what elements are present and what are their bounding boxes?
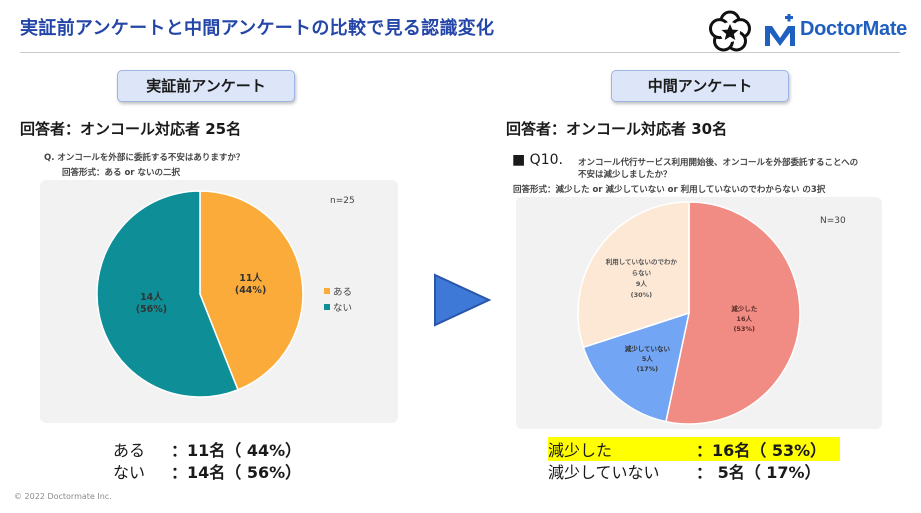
brand-flower-logo-icon (709, 10, 751, 52)
pie-slice (577, 201, 690, 349)
respondents-pre: 回答者：オンコール対応者 25名 (20, 120, 242, 138)
question-number-q10: ■ Q10. (512, 152, 563, 168)
pie-slice-label: (17%) (637, 365, 659, 373)
question-interim-line1: オンコール代行サービス利用開始後、オンコールを外部委託することへの (578, 158, 859, 168)
summary-label: 減少した (548, 441, 613, 460)
pie-slice (199, 190, 304, 391)
question-interim-line2: 不安は減少しましたか？ (578, 170, 672, 180)
legend-item-nai: ない (324, 300, 352, 314)
legend-swatch (324, 288, 330, 294)
pie-slice-label: (56%) (136, 304, 167, 315)
summary-label: 減少していない (548, 463, 660, 482)
pie-slice-label: 9人 (636, 279, 648, 288)
sample-size-interim: N=30 (820, 216, 846, 226)
legend-label: ない (333, 303, 353, 314)
pie-slice-label: 11人 (239, 272, 262, 284)
summary-value: ：14名（ 56%） (171, 463, 302, 482)
sample-size-pre: n=25 (330, 196, 355, 206)
section-label-interim-survey: 中間アンケート (611, 70, 789, 102)
summary-label: ある (113, 441, 146, 460)
pie-slice-label: 利用していないのでわか (606, 257, 678, 266)
section-label-pre-survey: 実証前アンケート (117, 70, 295, 102)
pie-slice-label: (53%) (733, 325, 755, 333)
summary-pre-aru: ある ：11名（ 44%） (113, 437, 301, 461)
pie-slice (96, 190, 239, 398)
title-divider (20, 52, 900, 53)
summary-label: ない (113, 463, 146, 482)
summary-interim-not-decreased: 減少していない ： 5名（ 17%） (548, 459, 821, 483)
respondents-interim: 回答者：オンコール対応者 30名 (506, 120, 728, 138)
right-arrow-icon (434, 273, 492, 327)
legend-swatch (324, 304, 330, 310)
copyright-footer: © 2022 Doctormate Inc. (14, 492, 112, 501)
answer-format-pre: 回答形式：ある or ないの二択 (62, 168, 180, 178)
pie-slice-label: 16人 (736, 314, 752, 323)
summary-pre-nai: ない ：14名（ 56%） (113, 459, 301, 483)
pie-slice-label: 14人 (140, 291, 163, 303)
summary-value: ：16名（ 53%） (696, 441, 827, 460)
pie-slice-label: 減少していない (625, 344, 671, 353)
pie-slice (665, 201, 801, 425)
pie-slice-label: 減少した (731, 304, 758, 313)
page-title: 実証前アンケートと中間アンケートの比較で見る認識変化 (20, 18, 495, 39)
pie-slice-label: らない (632, 268, 652, 277)
legend-label: ある (333, 287, 353, 298)
brand-name: DoctorMate (800, 18, 908, 40)
pie-slice-label: 5人 (642, 354, 654, 363)
question-pre: Q. オンコールを外部に委託する不安はありますか？ (44, 153, 245, 163)
pie-slice-label: (44%) (235, 285, 266, 296)
legend-item-aru: ある (324, 284, 352, 298)
doctormate-logo-icon (765, 14, 795, 46)
pie-slice-label: (30%) (631, 291, 653, 299)
summary-interim-decreased: 減少した ：16名（ 53%） (548, 437, 841, 461)
summary-value: ： 5名（ 17%） (696, 463, 821, 482)
summary-value: ：11名（ 44%） (171, 441, 302, 460)
answer-format-interim: 回答形式：減少した or 減少していない or 利用していないのでわからない の… (513, 185, 826, 195)
pie-slice (582, 311, 691, 423)
